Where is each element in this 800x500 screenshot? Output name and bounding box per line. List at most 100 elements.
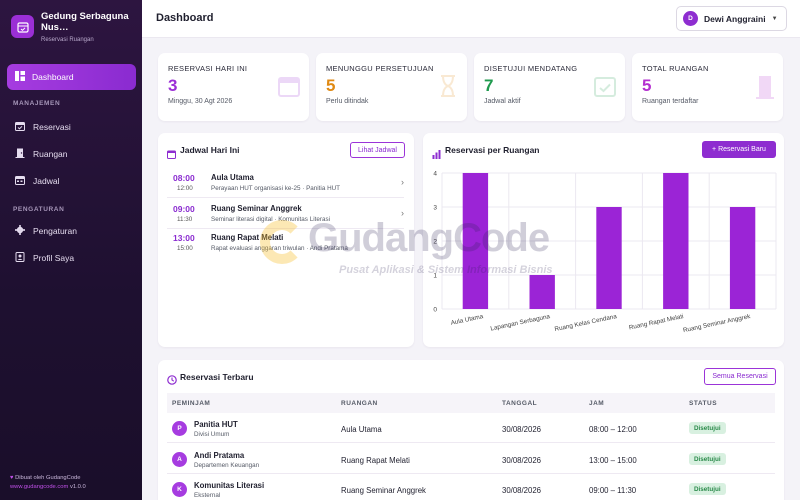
schedule-start: 08:00 [173, 173, 195, 183]
stat-note: Perlu ditindak [326, 98, 369, 105]
lihat-jadwal-button[interactable]: Lihat Jadwal [350, 142, 405, 158]
schedule-panel: Jadwal Hari Ini Lihat Jadwal 08:00 12:00… [158, 133, 414, 347]
column-header: TANGGAL [502, 400, 538, 407]
x-tick-label: Ruang Rapat Melati [628, 313, 684, 331]
stat-card-disetujui: DISETUJUI MENDATANG 7 Jadwal aktif [474, 53, 625, 121]
reservasi-baru-button[interactable]: + Reservasi Baru [702, 141, 776, 158]
avatar: A [172, 452, 187, 467]
column-header: PEMINJAM [172, 400, 211, 407]
schedule-end: 12:00 [177, 185, 193, 192]
status-badge: Disetujui [689, 483, 726, 495]
user-menu-button[interactable]: D Dewi Anggraini ▼ [676, 6, 787, 31]
chart-bar [529, 275, 555, 309]
chevron-right-icon: › [401, 208, 404, 218]
calendar-icon [167, 146, 176, 164]
schedule-item[interactable]: 09:00 11:30 Ruang Seminar Anggrek Semina… [167, 201, 404, 229]
top-header: Dashboard D Dewi Anggraini ▼ [142, 0, 800, 38]
stat-note: Jadwal aktif [484, 98, 521, 105]
borrower-name: Andi Pratama [194, 451, 245, 460]
column-header: STATUS [689, 400, 718, 407]
recent-reservations-panel: Reservasi Terbaru Semua Reservasi [158, 360, 784, 500]
section-pengaturan: PENGATURAN [13, 206, 65, 213]
door-icon [15, 148, 25, 160]
schedule-room: Ruang Rapat Melati [211, 233, 284, 242]
semua-reservasi-button[interactable]: Semua Reservasi [704, 368, 776, 385]
calendar-icon [15, 175, 25, 187]
borrower-name: Komunitas Literasi [194, 481, 265, 490]
app-title: Gedung Serbaguna Nus… [41, 11, 129, 33]
chart-panel: Reservasi per Ruangan + Reservasi Baru 0… [423, 133, 784, 347]
sidebar: Gedung Serbaguna Nus… Reservasi Ruangan … [0, 0, 142, 500]
chevron-right-icon: › [401, 177, 404, 187]
schedule-room: Aula Utama [211, 173, 254, 182]
recent-title: Reservasi Terbaru [180, 372, 254, 382]
chart-bar [462, 173, 489, 309]
schedule-room: Ruang Seminar Anggrek [211, 204, 302, 213]
app-subtitle: Reservasi Ruangan [41, 37, 94, 43]
date-cell: 30/08/2026 [502, 456, 542, 465]
room-cell: Ruang Rapat Melati [341, 456, 410, 465]
brand: Gedung Serbaguna Nus… Reservasi Ruangan [0, 0, 142, 52]
chart-bar [596, 207, 622, 309]
room-cell: Aula Utama [341, 425, 382, 434]
stat-note: Ruangan terdaftar [642, 98, 699, 105]
sidebar-item-jadwal[interactable]: Jadwal [15, 175, 59, 187]
sidebar-item-dashboard[interactable]: Dashboard [7, 64, 136, 90]
column-header: JAM [589, 400, 605, 407]
date-cell: 30/08/2026 [502, 486, 542, 495]
sidebar-item-label: Dashboard [32, 72, 74, 82]
calendar-icon [278, 75, 300, 102]
footer-link[interactable]: www.gudangcode.com [10, 484, 69, 490]
section-manajemen: MANAJEMEN [13, 100, 61, 107]
door-icon [756, 75, 774, 104]
stat-card-menunggu: MENUNGGU PERSETUJUAN 5 Perlu ditindak [316, 53, 467, 121]
stat-value: 3 [168, 76, 178, 95]
time-cell: 09:00 – 11:30 [589, 486, 637, 495]
stat-card-total-ruangan: TOTAL RUANGAN 5 Ruangan terdaftar [632, 53, 783, 121]
schedule-item[interactable]: 08:00 12:00 Aula Utama Perayaan HUT orga… [167, 170, 404, 198]
bar-chart-icon [432, 146, 441, 164]
calendar-check-icon [15, 121, 25, 133]
sidebar-footer: ♥ Dibuat oleh GudangCode www.gudangcode.… [10, 474, 86, 492]
avatar: D [683, 11, 698, 26]
stat-value: 5 [642, 76, 652, 95]
room-cell: Ruang Seminar Anggrek [341, 486, 426, 495]
sidebar-item-reservasi[interactable]: Reservasi [15, 121, 71, 133]
y-tick-label: 4 [433, 171, 437, 178]
sidebar-item-label: Reservasi [33, 122, 71, 132]
y-tick-label: 2 [433, 239, 437, 246]
gear-icon [15, 225, 25, 237]
x-tick-label: Lapangan Serbaguna [490, 313, 551, 333]
stat-card-reservasi-hari-ini: RESERVASI HARI INI 3 Minggu, 30 Agt 2026 [158, 53, 309, 121]
stat-label: DISETUJUI MENDATANG [484, 64, 578, 73]
avatar: K [172, 482, 187, 497]
calendar-check-icon [594, 75, 616, 102]
stat-label: TOTAL RUANGAN [642, 64, 709, 73]
borrower-name: Panitia HUT [194, 420, 238, 429]
stat-value: 5 [326, 76, 336, 95]
time-cell: 08:00 – 12:00 [589, 425, 637, 434]
sidebar-item-label: Profil Saya [33, 253, 75, 263]
table-row[interactable]: P Panitia HUT Divisi Umum Aula Utama 30/… [167, 413, 775, 443]
clock-icon [167, 372, 177, 390]
table-row[interactable]: A Andi Pratama Departemen Keuangan Ruang… [167, 444, 775, 474]
x-tick-label: Ruang Seminar Anggrek [682, 313, 751, 334]
y-tick-label: 3 [433, 205, 437, 212]
status-badge: Disetujui [689, 453, 726, 465]
x-tick-label: Ruang Kelas Cendana [554, 313, 618, 333]
chart-bar [729, 207, 756, 309]
hourglass-icon [438, 75, 458, 102]
table-row[interactable]: K Komunitas Literasi Eksternal Ruang Sem… [167, 474, 775, 500]
schedule-start: 09:00 [173, 204, 195, 214]
sidebar-item-ruangan[interactable]: Ruangan [15, 148, 68, 160]
time-cell: 13:00 – 15:00 [589, 456, 637, 465]
schedule-title: Jadwal Hari Ini [180, 145, 240, 155]
sidebar-item-pengaturan[interactable]: Pengaturan [15, 225, 77, 237]
sidebar-item-label: Pengaturan [33, 226, 77, 236]
schedule-desc: Rapat evaluasi anggaran triwulan · Andi … [211, 245, 348, 252]
schedule-end: 11:30 [177, 216, 193, 223]
schedule-desc: Seminar literasi digital · Komunitas Lit… [211, 216, 330, 223]
calendar-logo-icon [11, 15, 34, 38]
sidebar-item-profil[interactable]: Profil Saya [15, 252, 74, 264]
schedule-item[interactable]: 13:00 15:00 Ruang Rapat Melati Rapat eva… [167, 230, 404, 258]
